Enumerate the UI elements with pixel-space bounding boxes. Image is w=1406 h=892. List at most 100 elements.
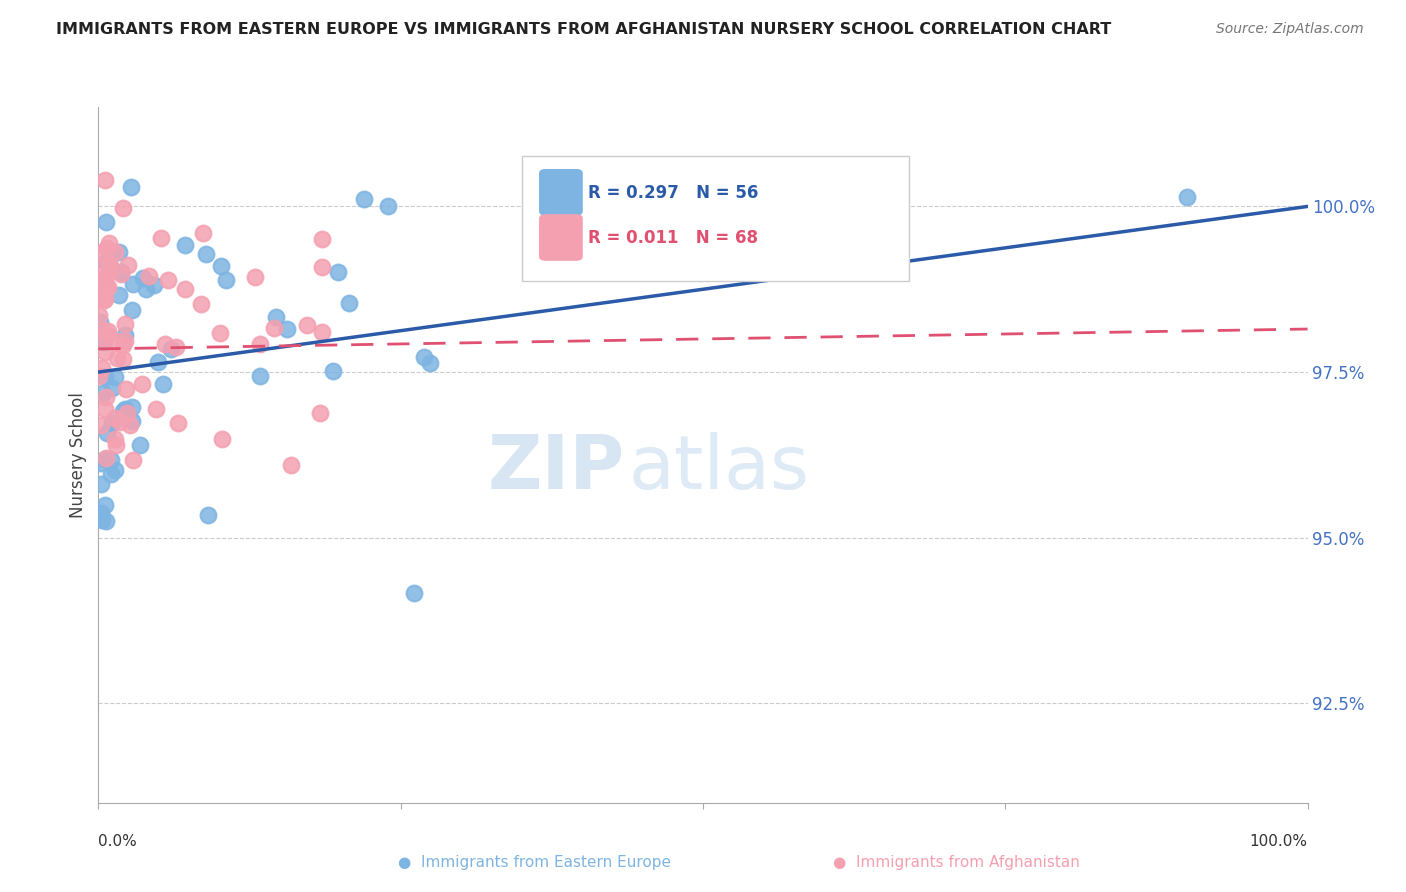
Point xyxy=(87,285,110,300)
Point xyxy=(197,508,219,522)
Point xyxy=(94,254,117,268)
Point xyxy=(404,586,426,600)
Point xyxy=(93,498,115,512)
Point xyxy=(114,382,136,396)
Point xyxy=(112,404,135,418)
Point xyxy=(110,267,132,281)
Point xyxy=(191,226,214,240)
Point xyxy=(97,327,120,342)
Point xyxy=(114,318,136,332)
Point xyxy=(91,272,114,286)
Point xyxy=(165,340,187,354)
Point xyxy=(93,292,115,306)
Point xyxy=(100,467,122,481)
Point xyxy=(195,246,218,260)
Point xyxy=(209,326,232,340)
Text: 100.0%: 100.0% xyxy=(1250,834,1308,849)
Point xyxy=(173,282,195,296)
Point xyxy=(377,199,399,213)
Point xyxy=(104,463,127,477)
FancyBboxPatch shape xyxy=(522,156,908,281)
Point xyxy=(249,337,271,351)
Point xyxy=(1175,190,1198,204)
Point xyxy=(93,259,115,273)
Point xyxy=(94,370,117,384)
Text: R = 0.297   N = 56: R = 0.297 N = 56 xyxy=(588,184,758,202)
Point xyxy=(93,334,115,349)
Point xyxy=(91,385,114,400)
Point xyxy=(131,377,153,392)
Point xyxy=(108,415,131,429)
Point xyxy=(214,272,236,286)
Point xyxy=(412,350,434,364)
Point xyxy=(97,324,120,338)
Point xyxy=(90,418,112,433)
Point xyxy=(243,270,266,285)
Point xyxy=(104,370,127,384)
Point xyxy=(353,193,375,207)
Point xyxy=(160,342,183,356)
Point xyxy=(120,179,142,194)
Point xyxy=(94,390,117,404)
Point xyxy=(143,278,166,293)
Point xyxy=(90,506,112,520)
Point xyxy=(100,452,122,467)
Point xyxy=(105,438,128,452)
Text: ●  Immigrants from Afghanistan: ● Immigrants from Afghanistan xyxy=(832,855,1080,870)
Point xyxy=(96,425,118,440)
Point xyxy=(132,270,155,285)
Point xyxy=(264,310,287,324)
Point xyxy=(156,273,179,287)
Point xyxy=(100,381,122,395)
Point xyxy=(311,260,333,274)
Point xyxy=(190,297,212,311)
Point xyxy=(249,368,271,383)
Y-axis label: Nursery School: Nursery School xyxy=(69,392,87,518)
Point xyxy=(94,173,117,187)
Point xyxy=(115,406,138,420)
Point xyxy=(100,417,122,431)
Point xyxy=(166,417,188,431)
Point xyxy=(96,450,118,465)
Point xyxy=(104,410,127,425)
Point xyxy=(98,264,121,278)
Point xyxy=(96,241,118,255)
Point xyxy=(153,336,176,351)
Point xyxy=(148,355,170,369)
Point xyxy=(94,514,117,528)
Point xyxy=(209,259,232,273)
Point xyxy=(121,277,143,292)
Point xyxy=(152,376,174,391)
Point xyxy=(118,417,141,432)
Point xyxy=(89,330,111,344)
Point xyxy=(322,364,344,378)
Point xyxy=(90,283,112,297)
Point xyxy=(135,282,157,296)
Point xyxy=(97,257,120,271)
Point xyxy=(114,334,136,348)
Text: R = 0.011   N = 68: R = 0.011 N = 68 xyxy=(588,229,758,247)
Point xyxy=(111,338,134,352)
Text: IMMIGRANTS FROM EASTERN EUROPE VS IMMIGRANTS FROM AFGHANISTAN NURSERY SCHOOL COR: IMMIGRANTS FROM EASTERN EUROPE VS IMMIGR… xyxy=(56,22,1112,37)
Point xyxy=(122,453,145,467)
Point xyxy=(263,320,285,334)
Point xyxy=(93,293,115,307)
Point xyxy=(90,477,112,491)
Point xyxy=(104,432,127,446)
Point xyxy=(89,308,111,322)
Point xyxy=(91,323,114,337)
Point xyxy=(89,276,111,290)
Point xyxy=(114,327,136,342)
Point xyxy=(145,402,167,417)
Point xyxy=(121,400,143,414)
Point xyxy=(149,231,172,245)
FancyBboxPatch shape xyxy=(540,169,582,215)
Point xyxy=(111,352,134,367)
Point xyxy=(93,451,115,466)
Point xyxy=(114,402,136,417)
Point xyxy=(311,325,333,339)
Point xyxy=(97,280,120,294)
Point xyxy=(96,215,118,229)
Point xyxy=(129,438,152,452)
Text: Source: ZipAtlas.com: Source: ZipAtlas.com xyxy=(1216,22,1364,37)
